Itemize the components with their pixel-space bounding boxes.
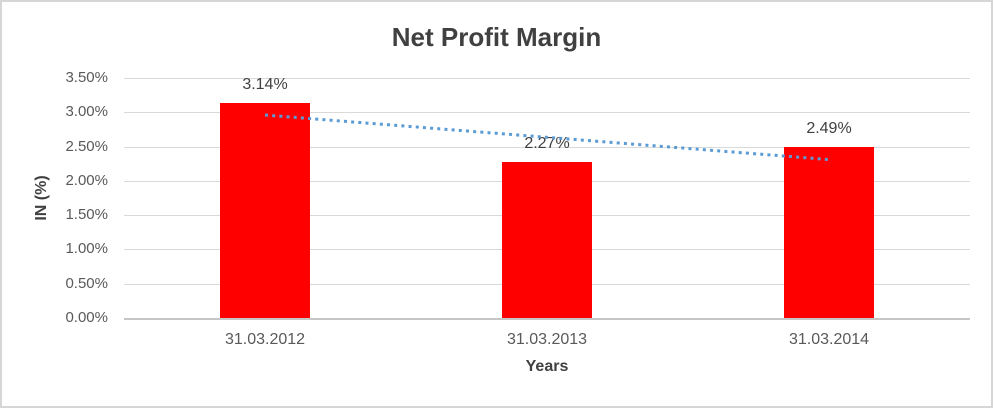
y-tick-label: 0.00% bbox=[65, 309, 108, 326]
bar-31.03.2013 bbox=[502, 162, 592, 318]
y-tick-label: 1.50% bbox=[65, 206, 108, 224]
bar-31.03.2012 bbox=[220, 102, 310, 318]
x-axis-line bbox=[124, 318, 970, 320]
chart-title: Net Profit Margin bbox=[391, 22, 602, 52]
y-tick-label: 2.00% bbox=[65, 171, 108, 189]
trendline bbox=[264, 113, 830, 162]
x-tick-label: 31.03.2013 bbox=[506, 331, 588, 348]
y-tick-label: 0.50% bbox=[65, 274, 108, 292]
data-label: 2.49% bbox=[806, 120, 852, 138]
gridline bbox=[124, 146, 970, 148]
y-tick-label: 3.00% bbox=[65, 103, 108, 121]
data-label: 2.27% bbox=[524, 135, 570, 153]
data-label: 3.14% bbox=[242, 75, 288, 93]
trendline-line bbox=[264, 113, 830, 162]
gridline bbox=[124, 78, 970, 79]
y-tick-label: 1.00% bbox=[65, 240, 108, 258]
gridline bbox=[124, 112, 970, 114]
y-tick-label: 2.50% bbox=[65, 137, 108, 155]
y-tick-label: 3.50% bbox=[65, 69, 108, 86]
x-tick-label: 31.03.2012 bbox=[224, 331, 306, 348]
x-axis-title: Years bbox=[525, 358, 569, 375]
x-tick-label: 31.03.2014 bbox=[788, 331, 870, 348]
bar-31.03.2014 bbox=[784, 147, 874, 318]
plot-area bbox=[124, 78, 970, 320]
